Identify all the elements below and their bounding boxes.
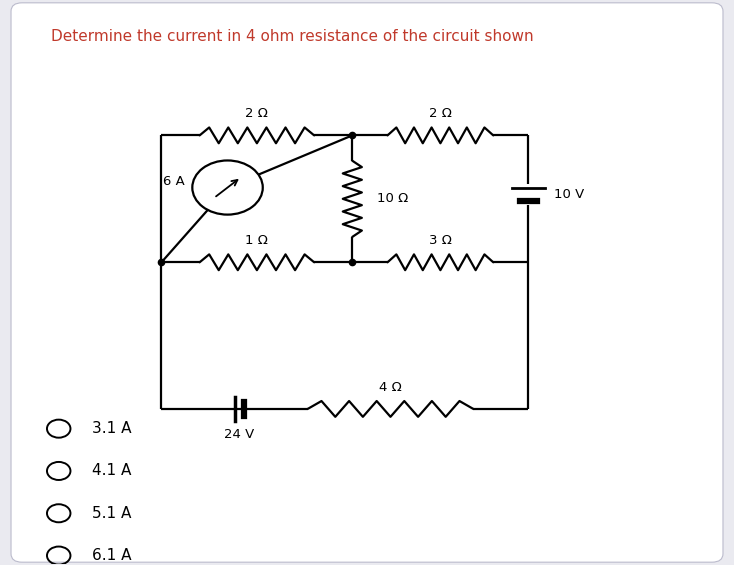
Text: 2 Ω: 2 Ω [245,107,269,120]
Text: 4 Ω: 4 Ω [379,381,401,394]
Text: 3.1 A: 3.1 A [92,421,131,436]
Text: 10 V: 10 V [554,188,584,201]
Text: 6 A: 6 A [163,175,185,188]
Text: Determine the current in 4 ohm resistance of the circuit shown: Determine the current in 4 ohm resistanc… [51,29,534,44]
Text: 1 Ω: 1 Ω [245,234,269,247]
Text: 10 Ω: 10 Ω [377,192,408,205]
Text: 2 Ω: 2 Ω [429,107,452,120]
Text: 6.1 A: 6.1 A [92,548,131,563]
Text: 5.1 A: 5.1 A [92,506,131,521]
Text: 3 Ω: 3 Ω [429,234,452,247]
Text: 24 V: 24 V [224,428,255,441]
Text: 4.1 A: 4.1 A [92,463,131,479]
